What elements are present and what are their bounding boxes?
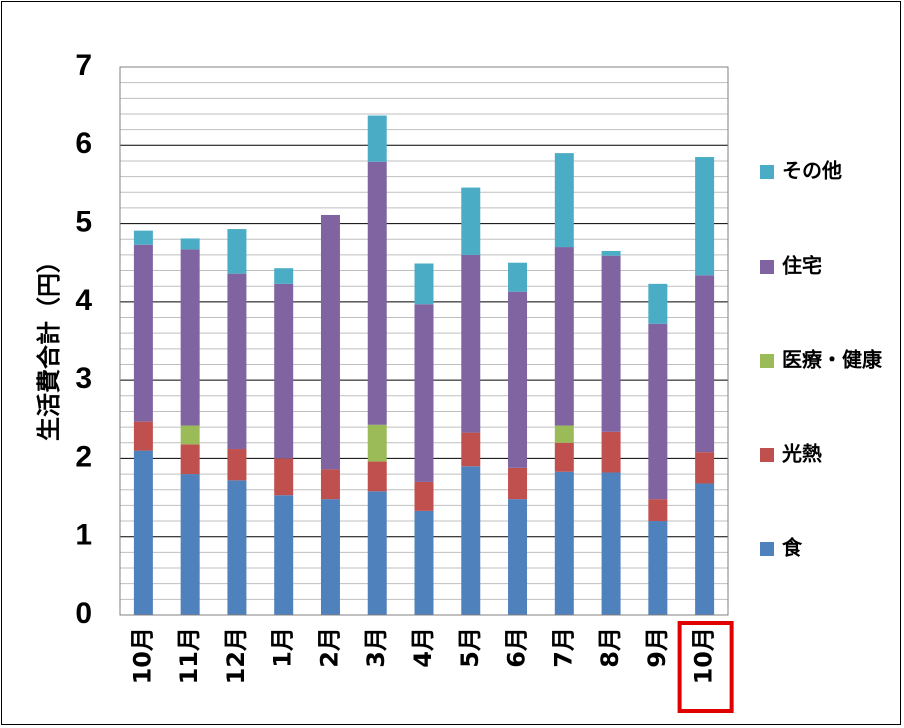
bar-segment <box>554 442 574 472</box>
bar-segment <box>414 481 434 511</box>
bar-segment <box>133 421 153 451</box>
bar-segment <box>508 467 528 500</box>
y-tick-label: 5 <box>75 205 92 238</box>
bar-segment <box>274 458 294 496</box>
bar-segment <box>320 499 340 615</box>
bar-segment <box>554 425 574 443</box>
y-tick-label: 6 <box>75 127 92 160</box>
y-tick-label: 0 <box>75 597 92 630</box>
bar-segment <box>648 521 668 615</box>
x-tick-label: 5月 <box>456 627 484 668</box>
bar-segment <box>367 161 387 425</box>
bar-segment <box>461 432 481 467</box>
bar-segment <box>461 187 481 255</box>
bar-segment <box>367 115 387 162</box>
y-tick-label: 7 <box>75 49 92 82</box>
x-tick-label: 3月 <box>362 627 390 668</box>
x-tick-label: 11月 <box>175 627 203 684</box>
y-axis-label: 生活費合計（円） <box>35 249 63 441</box>
legend-swatch <box>760 448 774 462</box>
legend-label: その他 <box>782 159 842 183</box>
bar-segment <box>695 483 715 615</box>
legend-swatch <box>760 165 774 179</box>
bar-segment <box>508 291 528 468</box>
x-tick-label: 8月 <box>596 627 624 668</box>
bar-segment <box>180 249 200 426</box>
bar-segment <box>227 273 247 450</box>
legend-swatch <box>760 260 774 274</box>
bar-segment <box>227 229 247 274</box>
bar-segment <box>274 283 294 459</box>
bar-segment <box>320 214 340 470</box>
legend-label: 食 <box>782 536 803 560</box>
x-tick-label: 10月 <box>128 627 156 684</box>
bar-segment <box>414 510 434 615</box>
bar-segment <box>180 444 200 475</box>
bar-segment <box>601 431 621 473</box>
bar-segment <box>367 491 387 615</box>
bar-segment <box>414 304 434 482</box>
bar-segment <box>601 255 621 432</box>
bar-segment <box>133 230 153 245</box>
bar-segment <box>414 263 434 305</box>
x-tick-label: 2月 <box>315 627 343 668</box>
y-tick-label: 1 <box>75 519 92 552</box>
x-tick-label: 10月 <box>690 627 718 684</box>
bar-segment <box>461 254 481 433</box>
bar-segment <box>274 495 294 615</box>
bar-segment <box>554 153 574 248</box>
bar-segment <box>695 157 715 276</box>
x-tick-label: 7月 <box>549 627 577 668</box>
bar-segment <box>133 244 153 422</box>
bar-segment <box>648 499 668 522</box>
bar-segment <box>554 247 574 426</box>
plot-border <box>119 66 729 616</box>
bar-segment <box>180 425 200 445</box>
bar-segment <box>320 469 340 500</box>
bar-segment <box>601 472 621 615</box>
legend-label: 光熱 <box>781 442 822 466</box>
legend-swatch <box>760 542 774 556</box>
bar-segment <box>508 262 528 292</box>
y-tick-label: 2 <box>75 440 92 473</box>
x-tick-label: 12月 <box>222 627 250 684</box>
x-tick-label: 4月 <box>409 627 437 668</box>
bar-segment <box>648 283 668 324</box>
bar-segment <box>274 268 294 284</box>
legend-swatch <box>760 354 774 368</box>
bar-segment <box>554 471 574 615</box>
bar-segment <box>695 275 715 453</box>
bar-segment <box>227 449 247 481</box>
legend-label: 住宅 <box>782 254 822 278</box>
axes-layer: 0 1 2 3 4 5 6 7 10月 11月 12月 1月 2月 3月 4月 5月 6月 7月 8月 9月 10月 <box>75 49 729 684</box>
highlight-box <box>677 621 734 713</box>
bar-segment <box>180 238 200 250</box>
bar-segment <box>461 466 481 615</box>
bar-segment <box>367 461 387 492</box>
y-tick-label: 3 <box>75 362 92 395</box>
bar-segment <box>367 424 387 462</box>
highlight-layer <box>677 621 734 713</box>
y-tick-label: 4 <box>75 284 92 317</box>
bar-segment <box>227 480 247 615</box>
bar-segment <box>648 323 668 500</box>
bar-segment <box>133 450 153 615</box>
bar-segment <box>695 452 715 484</box>
bars-layer <box>133 115 715 615</box>
x-tick-label: 6月 <box>503 627 531 668</box>
x-tick-label: 1月 <box>269 627 297 668</box>
legend-label: 医療・健康 <box>782 348 883 372</box>
bar-segment <box>508 499 528 615</box>
x-tick-label: 9月 <box>643 627 671 668</box>
bar-segment <box>180 474 200 615</box>
bar-segment <box>601 250 621 256</box>
